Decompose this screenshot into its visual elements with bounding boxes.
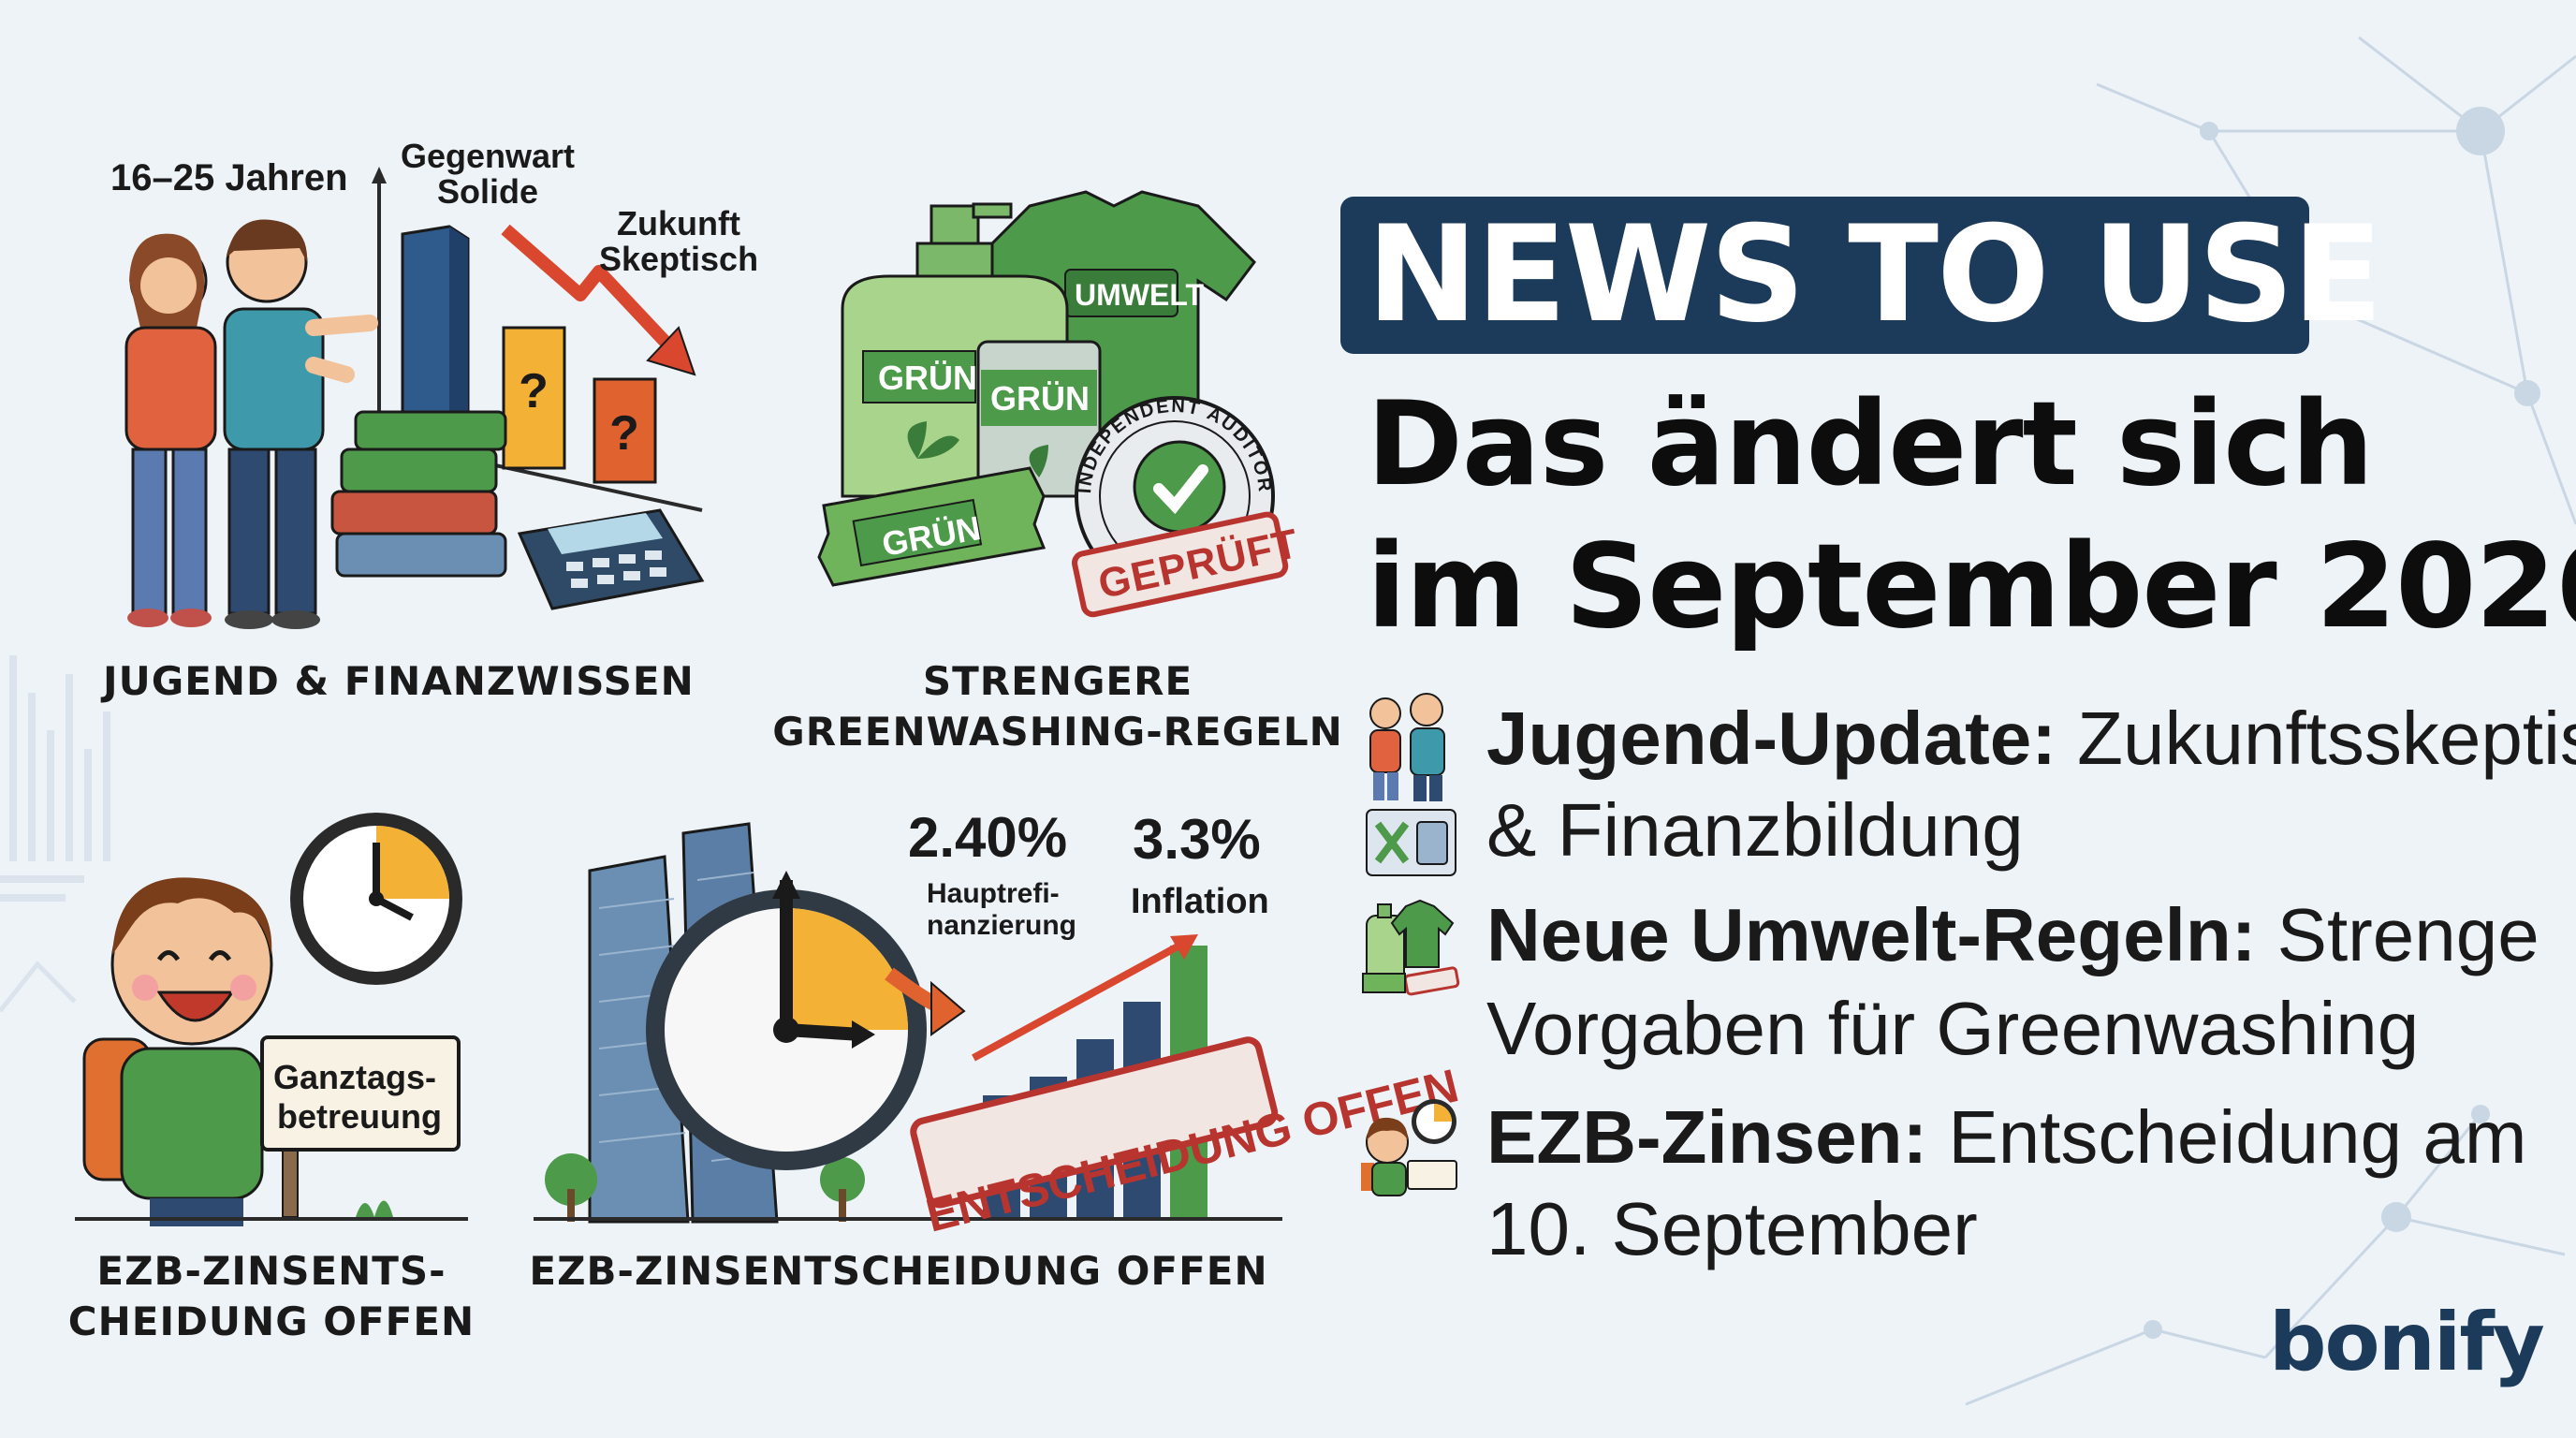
young-man-figure [223,219,378,629]
bullet-umwelt-line2: Vorgaben für Greenwashing [1486,987,2420,1070]
bullet-ezb-line2: 10. September [1486,1187,1978,1270]
school-illustration [75,813,468,1226]
entscheidung-offen-stamp [910,1036,1279,1209]
school-panel-caption-line2: CHEIDUNG OFFEN [67,1299,476,1344]
bullet-jugend-line1: Jugend-Update: Zukunftsskeptisch [1486,697,2576,780]
green-panel-caption-line1: STRENGERE [922,658,1193,704]
future-bar-2: ? [593,377,657,484]
bottle-label: GRÜN [878,359,977,397]
inflation-label: Inflation [1131,882,1269,921]
green-panel-caption-line2: GREENWASHING-REGELN [772,709,1343,755]
future-label: Zukunft Skeptisch [599,204,759,278]
shirt-label: UMWELT [1075,278,1205,312]
rate-value: 2.40% [908,806,1068,869]
ganztags-sign [260,1035,461,1218]
school-panel-caption-line1: EZB-ZINSENTS- [96,1248,446,1294]
svg-text:?: ? [519,364,549,418]
sign-line1: Ganztags- [273,1058,437,1096]
youth-illustration: ? ? [124,167,705,629]
svg-text:?: ? [609,406,639,461]
ecb-panel: 2.40% Hauptrefi- nanzierung 3.3% Inflati… [534,805,1463,1242]
bullet-jugend-line2: & Finanzbildung [1486,788,2024,872]
youth-panel-caption: JUGEND & FINANZWISSEN [103,658,695,704]
news-to-use-badge [1340,197,2309,354]
rate-label-line1: Hauptrefi- [927,878,1060,909]
news-to-use-text: NEWS TO USE [1367,198,2383,352]
headline-line1: Das ändert sich [1367,377,2374,512]
youth-icon [1359,693,1462,884]
sign-line2: betreuung [277,1097,442,1136]
green-products-illustration: INDEPENDENT AUDITOR [817,190,1289,618]
rate-label-line2: nanzierung [927,910,1077,941]
age-label: 16–25 Jahren [110,157,348,198]
clock-small [290,813,462,985]
clock-large [646,871,927,1170]
future-bar-1: ? [502,326,566,470]
bonify-logo: bonify [2269,1296,2545,1389]
can-label: GRÜN [990,379,1090,418]
ecb-illustration [534,822,1282,1224]
bullet-ezb-line1: EZB-Zinsen: Entscheidung am [1486,1095,2527,1179]
school-panel: Ganztags- betreuung [75,796,487,1226]
green-products-icon [1359,897,1462,1004]
calculator [517,508,705,610]
inflation-value: 3.3% [1133,808,1261,871]
present-label: Gegenwart Solide [401,137,576,211]
ecb-panel-caption: EZB-ZINSENTSCHEIDUNG OFFEN [529,1248,1268,1294]
green-bar-snack [817,466,1046,587]
school-child-icon [1359,1095,1462,1202]
child-figure [82,877,273,1226]
geprueft-stamp [1072,511,1289,618]
headline-line2: im September 2026 [1367,520,2576,654]
bullet-umwelt-line1: Neue Umwelt-Regeln: Strenge [1486,893,2539,976]
youth-finance-panel: ? ? [75,137,758,721]
young-woman-figure [124,233,217,627]
greenwashing-panel: INDEPENDENT AUDITOR UMWELT GRÜN GRÜN GRÜ… [805,187,1310,637]
books-stack [330,410,507,578]
